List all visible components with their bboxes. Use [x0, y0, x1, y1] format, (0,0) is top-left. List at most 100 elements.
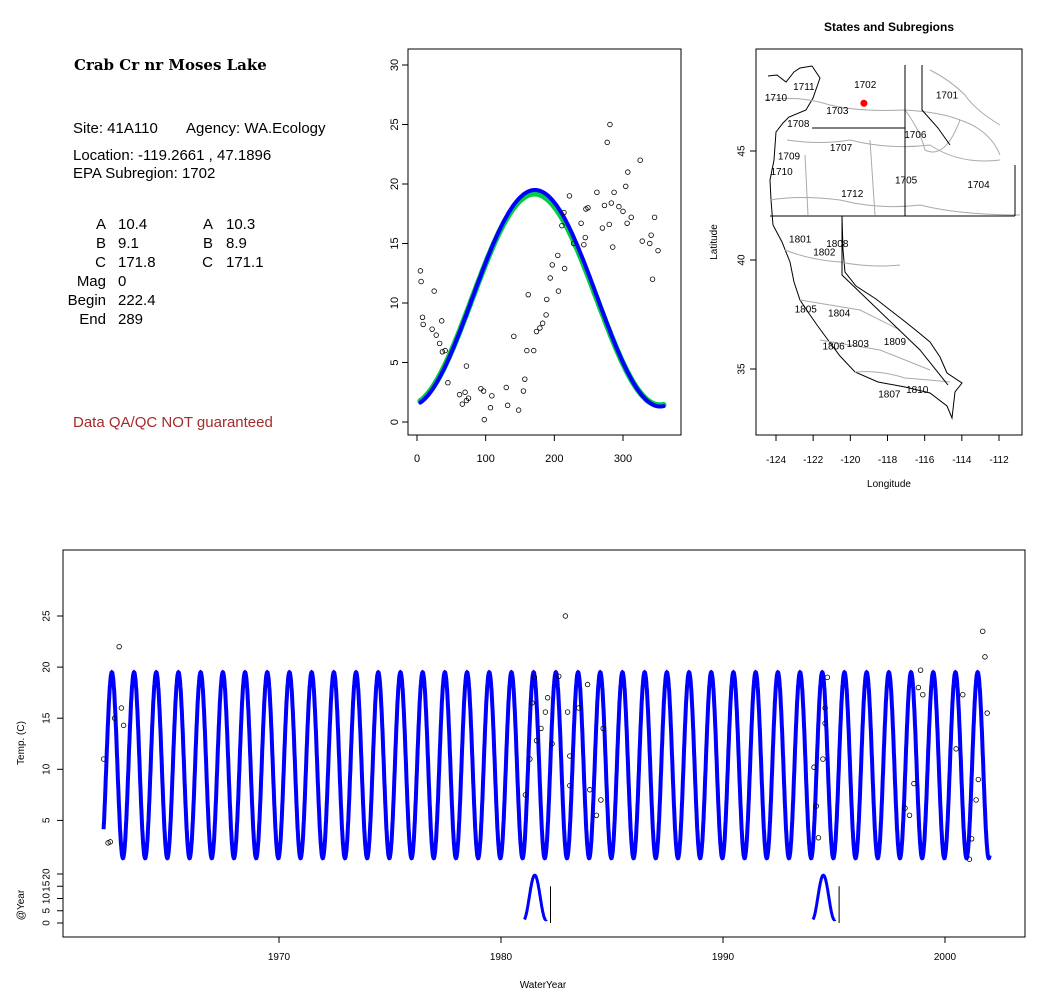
data-point	[975, 776, 981, 783]
site-title: Crab Cr nr Moses Lake	[74, 56, 267, 74]
data-point	[655, 247, 661, 254]
x-tick-label: -120	[840, 455, 860, 466]
x-tick-label: -112	[989, 455, 1009, 466]
param-value: 8.9	[226, 235, 247, 252]
x-axis-label: Longitude	[867, 479, 911, 490]
data-point	[436, 340, 443, 347]
region-label: 1708	[787, 119, 810, 130]
data-point	[593, 812, 600, 818]
subregion-boundary	[929, 69, 1001, 126]
map-title: States and Subregions	[824, 20, 954, 34]
x-tick-label: -116	[915, 455, 935, 466]
region-label: 1712	[841, 189, 864, 200]
site-id: Site: 41A110	[73, 120, 158, 137]
param-label: C	[95, 254, 106, 271]
region-label: 1807	[878, 389, 901, 400]
qa-warning: Data QA/QC NOT guaranteed	[73, 414, 273, 431]
y-tick-label: 45	[737, 145, 748, 157]
annual-fit-curve	[523, 873, 548, 922]
x-tick-label: 1970	[268, 952, 291, 963]
param-label: End	[79, 311, 106, 328]
data-point	[570, 240, 577, 247]
agency: Agency: WA.Ecology	[186, 120, 326, 137]
data-point	[525, 291, 531, 298]
subregion-boundary	[786, 139, 1001, 162]
state-border	[921, 65, 951, 146]
region-label: 1709	[778, 152, 801, 163]
data-point	[515, 407, 522, 413]
subregion-boundary	[804, 154, 809, 216]
data-point	[481, 416, 487, 423]
data-point	[822, 720, 828, 727]
data-point	[920, 691, 926, 698]
data-point	[531, 674, 537, 681]
y-tick-label: 10	[389, 297, 401, 309]
data-point	[600, 725, 606, 732]
data-point	[511, 333, 517, 340]
y-tick-label: 5	[42, 817, 53, 823]
x-tick-label: 1980	[490, 952, 513, 963]
data-point	[813, 803, 819, 809]
data-point	[623, 183, 629, 190]
data-point	[578, 220, 584, 226]
data-point	[982, 654, 988, 660]
data-point	[561, 265, 568, 272]
region-label: 1707	[830, 143, 853, 154]
data-point	[537, 325, 543, 331]
subregion-boundary	[769, 197, 1021, 216]
data-point	[601, 202, 608, 209]
x-tick-label: 0	[414, 453, 420, 465]
x-tick-label: -124	[766, 455, 786, 466]
data-point	[549, 741, 555, 747]
subregion-boundary	[854, 371, 951, 383]
data-point	[625, 169, 631, 175]
data-point	[911, 780, 917, 787]
data-point	[522, 376, 528, 382]
region-label: 1808	[826, 239, 849, 250]
data-point	[445, 380, 451, 386]
x-tick-label: 200	[545, 453, 563, 465]
coastline	[767, 65, 963, 420]
region-label: 1711	[793, 82, 815, 93]
data-point	[533, 737, 540, 744]
y-tick-label: 25	[42, 610, 53, 622]
data-point	[418, 278, 424, 285]
data-point	[822, 705, 828, 711]
state-border	[812, 65, 906, 129]
annual-fit-curve	[811, 873, 837, 922]
param-label: B	[202, 235, 213, 252]
data-point	[520, 388, 527, 394]
data-point	[811, 764, 817, 770]
sub-y-tick-label: 5	[42, 908, 53, 914]
y-tick-label: 40	[737, 254, 748, 266]
x-tick-label: -122	[803, 455, 823, 466]
data-point	[542, 709, 549, 715]
data-point	[562, 613, 569, 619]
param-label: B	[95, 235, 106, 252]
data-point	[984, 710, 990, 716]
region-label: 1702	[854, 80, 877, 91]
data-point	[538, 725, 544, 732]
y-axis-label: Temp. (C)	[16, 721, 27, 765]
param-value: 171.8	[118, 254, 156, 271]
data-point	[463, 363, 470, 369]
y-axis-label: Latitude	[709, 224, 720, 260]
data-point	[607, 121, 613, 128]
data-point	[100, 756, 107, 762]
data-point	[547, 275, 553, 281]
data-point	[527, 756, 533, 762]
subregion-boundary	[904, 109, 961, 153]
data-point	[431, 288, 437, 294]
param-label: C	[202, 254, 213, 271]
region-label: 1809	[884, 337, 907, 348]
data-point	[902, 805, 908, 811]
data-point	[564, 709, 571, 715]
data-point	[598, 797, 604, 803]
data-point	[544, 296, 550, 303]
data-point	[567, 753, 573, 759]
y-tick-label: 20	[389, 178, 401, 190]
data-point	[549, 262, 555, 268]
y-tick-label: 15	[42, 712, 53, 724]
data-point	[107, 839, 113, 845]
region-label: 1704	[967, 180, 990, 191]
